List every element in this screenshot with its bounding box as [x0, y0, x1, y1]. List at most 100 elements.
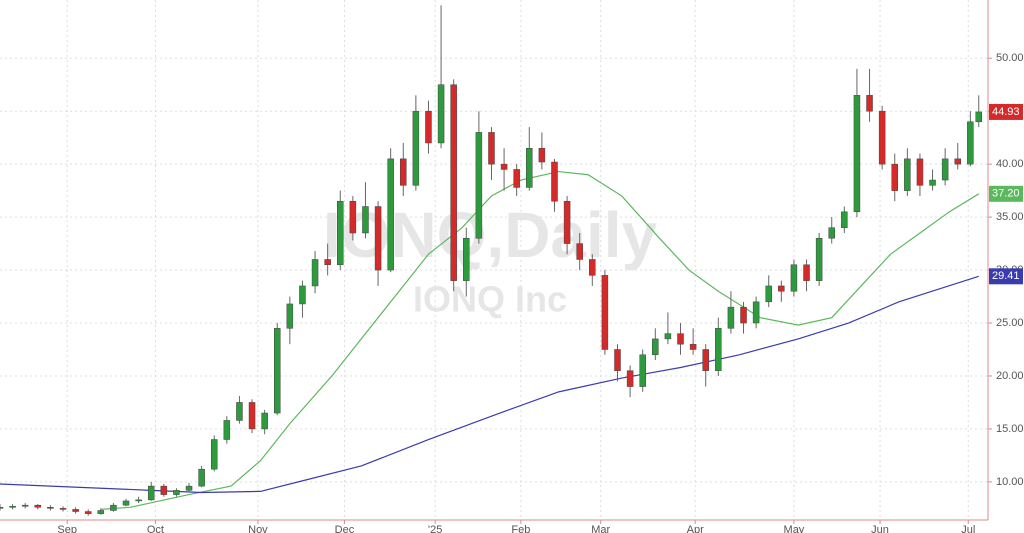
candle-body	[463, 238, 470, 281]
candle-body	[59, 508, 67, 510]
candle-body	[236, 402, 243, 421]
candle-body	[538, 148, 546, 163]
price-label: 29.41	[992, 270, 1020, 282]
candle-body	[563, 200, 571, 244]
candle-body	[715, 328, 722, 371]
y-tick-label: 20.00	[996, 370, 1024, 382]
candle-body	[34, 504, 42, 508]
candle-body	[677, 333, 684, 345]
candle-body	[626, 370, 634, 387]
candle-body	[652, 338, 659, 356]
candle-body	[488, 132, 495, 165]
candle-body	[450, 84, 457, 281]
candle-body	[84, 511, 92, 514]
candle-body	[526, 148, 533, 188]
candle-body	[110, 504, 117, 511]
y-tick-label: 15.00	[996, 423, 1024, 435]
candle-body	[210, 439, 218, 470]
candle-body	[828, 227, 835, 239]
y-tick-label: 40.00	[996, 158, 1024, 170]
moving-average-line	[0, 275, 979, 494]
candle-body	[853, 95, 861, 213]
candle-body	[173, 490, 180, 495]
candle-body	[437, 84, 445, 144]
y-tick-label: 50.00	[996, 52, 1024, 64]
candle-body	[727, 306, 735, 329]
candle-body	[576, 243, 583, 260]
candle-body	[147, 485, 155, 501]
candle-body	[223, 420, 231, 440]
x-tick-label: Apr	[687, 524, 704, 533]
candle-body	[198, 468, 205, 487]
candle-body	[941, 158, 949, 181]
candle-body	[500, 163, 508, 170]
candle-body	[21, 504, 29, 507]
x-tick-label: Mar	[591, 524, 610, 533]
candle-body	[929, 179, 936, 186]
x-tick-label: '25	[428, 524, 442, 533]
candle-body	[639, 354, 646, 387]
candle-body	[475, 132, 483, 239]
candle-body	[967, 121, 974, 165]
x-tick-label: Dec	[335, 524, 355, 533]
candle-body	[614, 349, 621, 371]
candle-body	[47, 507, 54, 509]
candle-body	[122, 500, 130, 506]
candle-body	[803, 264, 810, 281]
price-label: 37.20	[992, 188, 1020, 200]
candle-body	[916, 158, 924, 186]
x-tick-label: Oct	[147, 524, 164, 533]
candle-body	[904, 158, 911, 191]
y-tick-label: 25.00	[996, 317, 1024, 329]
candle-body	[689, 343, 697, 350]
x-tick-label: Jul	[961, 524, 975, 533]
candle-body	[248, 402, 256, 430]
candle-body	[815, 238, 823, 281]
watermark-subtitle: IONQ Inc	[413, 279, 567, 320]
price-label-box	[989, 268, 1023, 285]
candle-body	[664, 333, 672, 340]
x-tick-label: Nov	[248, 524, 268, 533]
candle-body	[324, 259, 331, 266]
candle-body	[954, 158, 962, 165]
candle-body	[311, 259, 319, 287]
candle-body	[778, 285, 785, 292]
candle-body	[160, 485, 168, 495]
candle-body	[790, 264, 798, 292]
candle-body	[273, 328, 281, 414]
price-label: 44.93	[992, 106, 1020, 118]
candle-body	[841, 211, 848, 228]
price-label-box	[989, 185, 1023, 202]
candle-body	[374, 206, 382, 271]
candle-body	[349, 200, 357, 234]
candle-body	[513, 169, 520, 188]
candle-body	[975, 111, 983, 123]
candle-body	[261, 412, 268, 430]
candle-body	[299, 285, 306, 305]
candle-body	[9, 505, 16, 508]
candle-body	[425, 110, 432, 144]
x-tick-label: May	[784, 524, 805, 533]
candle-body	[97, 510, 105, 514]
y-tick-label: 10.00	[996, 476, 1024, 488]
candle-body	[891, 163, 898, 191]
candle-body	[752, 301, 760, 324]
candle-body	[185, 485, 193, 491]
candle-body	[702, 349, 709, 371]
candle-body	[400, 158, 407, 186]
price-label-box	[989, 103, 1023, 120]
candle-body	[135, 499, 142, 502]
candle-body	[589, 259, 596, 276]
candle-body	[286, 303, 294, 329]
candle-body	[337, 200, 344, 266]
moving-average-line	[100, 170, 980, 511]
candle-body	[0, 507, 4, 509]
y-tick-label: 35.00	[996, 211, 1024, 223]
x-tick-label: Feb	[511, 524, 530, 533]
candle-body	[387, 158, 394, 271]
candle-body	[72, 509, 79, 512]
candle-body	[765, 285, 772, 303]
candle-body	[740, 306, 747, 324]
candle-body	[878, 110, 886, 165]
